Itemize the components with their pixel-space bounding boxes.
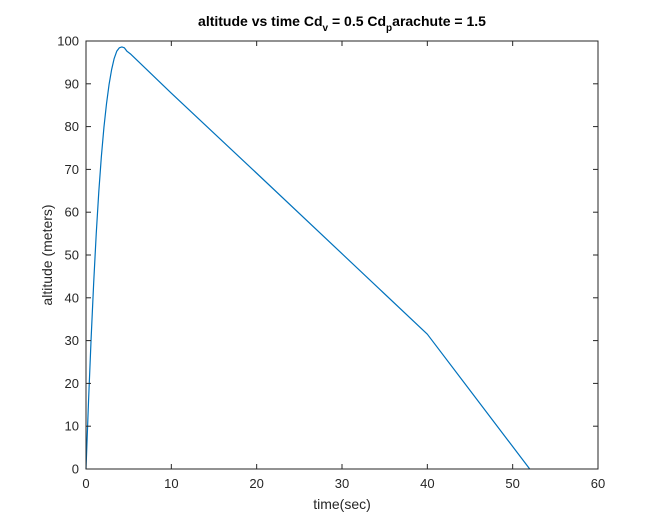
y-tick-label: 30 xyxy=(65,333,79,348)
y-tick-label: 50 xyxy=(65,248,79,263)
x-tick-label: 0 xyxy=(82,476,89,491)
chart-title-part: p xyxy=(386,23,392,34)
y-tick-label: 0 xyxy=(72,462,79,477)
y-tick-label: 70 xyxy=(65,162,79,177)
x-tick-label: 40 xyxy=(420,476,434,491)
chart-title: altitude vs time Cdv = 0.5 Cdparachute =… xyxy=(198,13,486,34)
series-layer xyxy=(85,46,531,470)
chart-title-part: = 0.5 Cd xyxy=(328,13,386,29)
series-line xyxy=(85,46,531,470)
plot-area xyxy=(86,41,598,469)
chart-title-part: arachute = 1.5 xyxy=(392,13,486,29)
y-tick-label: 20 xyxy=(65,376,79,391)
x-tick-label: 20 xyxy=(249,476,263,491)
y-axis: 0 10 20 30 40 50 60 70 80 90 100 xyxy=(57,34,598,477)
y-tick-label: 40 xyxy=(65,290,79,305)
x-tick-label: 30 xyxy=(335,476,349,491)
x-axis: 0 10 20 30 40 50 60 xyxy=(82,41,605,491)
x-tick-label: 50 xyxy=(505,476,519,491)
x-axis-label: time(sec) xyxy=(313,496,371,512)
x-tick-label: 60 xyxy=(591,476,605,491)
y-tick-label: 100 xyxy=(57,34,79,49)
y-tick-label: 60 xyxy=(65,205,79,220)
x-tick-label: 10 xyxy=(164,476,178,491)
y-tick-label: 90 xyxy=(65,76,79,91)
chart-title-part: altitude vs time Cd xyxy=(198,13,322,29)
y-axis-label: altitude (meters) xyxy=(39,204,55,305)
y-tick-label: 10 xyxy=(65,419,79,434)
chart-title-part: v xyxy=(323,23,329,34)
y-tick-label: 80 xyxy=(65,119,79,134)
